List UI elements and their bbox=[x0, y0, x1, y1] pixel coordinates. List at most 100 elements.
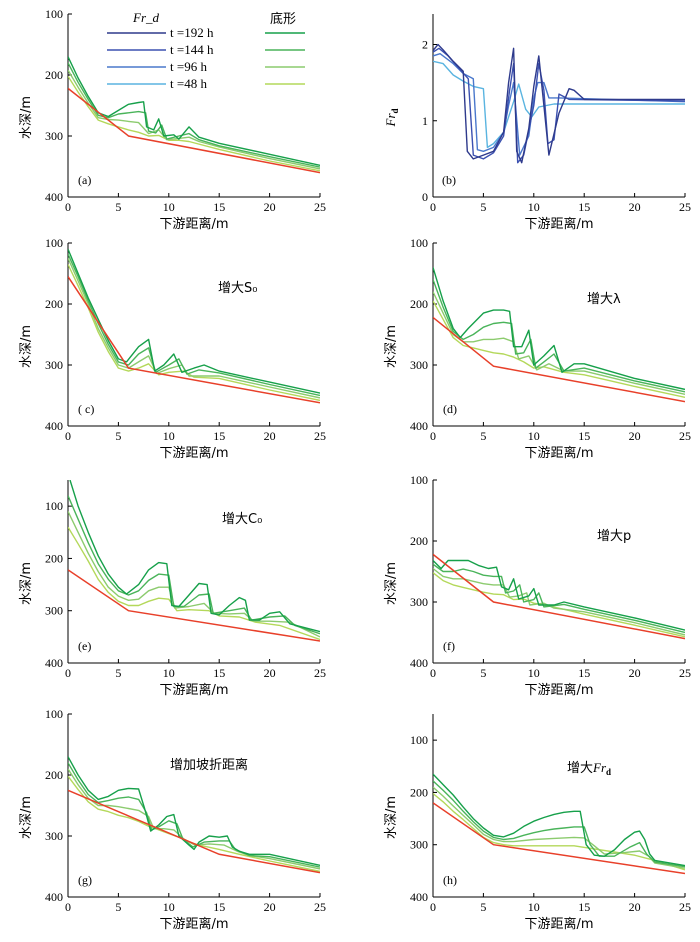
x-tick-label: 25 bbox=[679, 200, 691, 214]
panel-label: (a) bbox=[78, 173, 91, 187]
y-tick-label: 400 bbox=[45, 190, 63, 204]
y-tick-label: 400 bbox=[45, 890, 63, 904]
x-axis-label: 下游距离/m bbox=[524, 916, 593, 932]
plot-area bbox=[433, 267, 685, 403]
series-line-3 bbox=[68, 258, 320, 399]
series-line-3 bbox=[68, 69, 320, 170]
y-tick-label: 100 bbox=[45, 236, 63, 250]
bed-line bbox=[68, 789, 320, 874]
series-line-4 bbox=[68, 75, 320, 172]
series-line-4 bbox=[433, 300, 685, 398]
y-tick-label: 200 bbox=[45, 68, 63, 82]
x-tick-label: 0 bbox=[65, 429, 71, 443]
y-tick-label: 400 bbox=[410, 890, 428, 904]
series-line-1 bbox=[433, 267, 685, 391]
y-axis-label: 水深/m bbox=[384, 562, 399, 605]
series-line-3 bbox=[433, 786, 685, 869]
x-tick-label: 15 bbox=[578, 900, 590, 914]
panel-annotation: 增大Frd bbox=[567, 760, 611, 777]
x-tick-label: 15 bbox=[213, 900, 225, 914]
x-tick-label: 0 bbox=[430, 200, 436, 214]
x-tick-label: 20 bbox=[629, 200, 641, 214]
bed-line bbox=[433, 553, 685, 640]
panel-label: (d) bbox=[443, 402, 457, 416]
y-tick-label: 300 bbox=[410, 595, 428, 609]
x-tick-label: 0 bbox=[65, 900, 71, 914]
x-tick-label: 15 bbox=[578, 429, 590, 443]
bed-line bbox=[68, 569, 320, 642]
x-axis-label: 下游距离/m bbox=[524, 216, 593, 232]
panel-f: 0 5 10 15 20 25 100 200 300 400 下游距离/m 水深/m (f) 增大p bbox=[384, 473, 691, 698]
plot-area bbox=[433, 553, 685, 640]
x-tick-label: 0 bbox=[65, 666, 71, 680]
series-line-2 bbox=[433, 780, 685, 868]
x-tick-label: 0 bbox=[65, 200, 71, 214]
series-line-2 bbox=[68, 253, 320, 397]
series-line-1 bbox=[433, 773, 685, 867]
series-line-4 bbox=[433, 572, 685, 638]
y-axis-label: 水深/m bbox=[384, 796, 399, 839]
x-axis-label: 下游距离/m bbox=[524, 682, 593, 698]
x-tick-label: 15 bbox=[213, 200, 225, 214]
y-tick-label: 200 bbox=[410, 297, 428, 311]
y-tick-label: 300 bbox=[45, 358, 63, 372]
series-line-4 bbox=[433, 792, 685, 871]
x-tick-label: 10 bbox=[163, 200, 175, 214]
y-tick-label: 200 bbox=[410, 534, 428, 548]
series-line-1 bbox=[433, 43, 685, 164]
x-tick-label: 25 bbox=[679, 900, 691, 914]
legend-entry-label: t =144 h bbox=[170, 42, 214, 57]
y-tick-label: 100 bbox=[410, 236, 428, 250]
x-tick-label: 10 bbox=[528, 666, 540, 680]
panel-label: (b) bbox=[442, 173, 456, 187]
x-tick-label: 10 bbox=[528, 429, 540, 443]
bed-line bbox=[68, 276, 320, 404]
y-tick-label: 400 bbox=[410, 656, 428, 670]
legend-entry-label: t =48 h bbox=[170, 76, 207, 91]
x-tick-label: 15 bbox=[578, 200, 590, 214]
y-tick-label: 300 bbox=[45, 604, 63, 618]
y-axis-label: 水深/m bbox=[19, 325, 34, 368]
legend-header-bedform: 底形 bbox=[270, 11, 296, 27]
legend-header-frd: Fr_d bbox=[132, 10, 160, 25]
y-axis-label: Frd bbox=[383, 108, 400, 127]
x-tick-label: 25 bbox=[314, 200, 326, 214]
y-axis-label: 水深/m bbox=[19, 96, 34, 139]
bed-line bbox=[68, 87, 320, 174]
y-tick-label: 400 bbox=[45, 419, 63, 433]
x-tick-label: 20 bbox=[264, 200, 276, 214]
x-tick-label: 20 bbox=[264, 900, 276, 914]
panel-label: (e) bbox=[78, 639, 91, 653]
x-tick-label: 15 bbox=[213, 429, 225, 443]
y-tick-label: 200 bbox=[45, 551, 63, 565]
x-tick-label: 5 bbox=[115, 900, 121, 914]
panel-label: (g) bbox=[78, 873, 92, 887]
plot-area bbox=[68, 56, 320, 174]
x-tick-label: 0 bbox=[430, 666, 436, 680]
series-line-4 bbox=[68, 526, 320, 641]
x-axis-label: 下游距离/m bbox=[159, 445, 228, 461]
x-tick-label: 20 bbox=[629, 900, 641, 914]
panel-label: (f) bbox=[443, 639, 455, 653]
panel-g: 0 5 10 15 20 25 100 200 300 400 下游距离/m 水深/m (g) 增加坡折距… bbox=[19, 707, 326, 932]
legend-rows: t =192 h t =144 h t =96 h t =48 h bbox=[107, 25, 305, 91]
legend-entry-label: t =192 h bbox=[170, 25, 214, 40]
x-tick-label: 5 bbox=[480, 666, 486, 680]
panel-annotation: 增大p bbox=[597, 529, 631, 544]
series-line-2 bbox=[68, 495, 320, 635]
plot-area bbox=[68, 248, 320, 404]
panel-annotation: 增大λ bbox=[587, 292, 621, 307]
x-tick-label: 15 bbox=[213, 666, 225, 680]
series-line-3 bbox=[68, 768, 320, 870]
x-tick-label: 5 bbox=[480, 429, 486, 443]
y-tick-label: 1 bbox=[422, 114, 428, 128]
x-tick-label: 25 bbox=[314, 429, 326, 443]
panel-a: 0 5 10 15 20 25 100 200 300 400 下游距离/m 水深/m (a) bbox=[19, 7, 326, 232]
legend-entry-label: t =96 h bbox=[170, 59, 207, 74]
y-tick-label: 200 bbox=[410, 785, 428, 799]
x-tick-label: 5 bbox=[115, 429, 121, 443]
y-axis-label: 水深/m bbox=[384, 325, 399, 368]
x-tick-label: 5 bbox=[115, 666, 121, 680]
